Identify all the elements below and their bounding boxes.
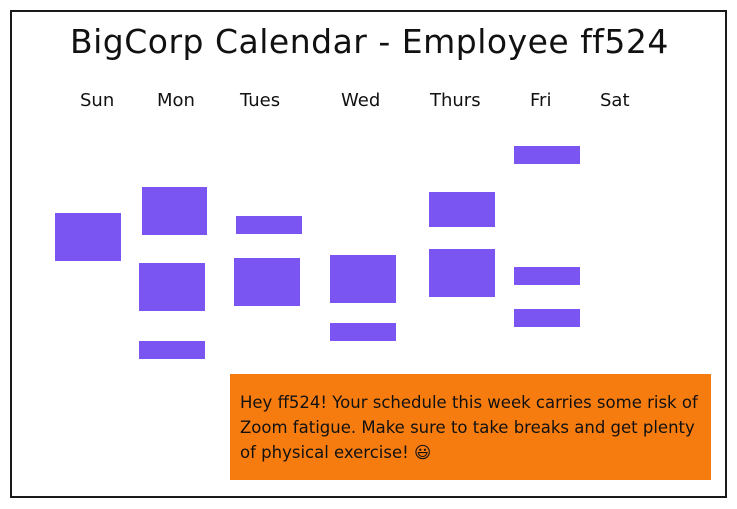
- event-block-mon[interactable]: [139, 263, 205, 311]
- event-block-sun[interactable]: [55, 213, 121, 261]
- day-label-wed: Wed: [341, 90, 381, 111]
- event-block-tues[interactable]: [234, 258, 300, 306]
- event-block-thurs[interactable]: [429, 192, 495, 227]
- day-label-mon: Mon: [157, 90, 195, 111]
- page-title: BigCorp Calendar - Employee ff524: [70, 22, 669, 61]
- event-block-thurs[interactable]: [429, 249, 495, 297]
- event-block-fri[interactable]: [514, 309, 580, 327]
- event-block-wed[interactable]: [330, 323, 396, 341]
- event-block-wed[interactable]: [330, 255, 396, 303]
- notice-text: Hey ff524! Your schedule this week carri…: [240, 393, 698, 462]
- day-label-thurs: Thurs: [430, 90, 481, 111]
- event-block-mon[interactable]: [139, 341, 205, 359]
- zoom-fatigue-notice: Hey ff524! Your schedule this week carri…: [230, 374, 711, 480]
- event-block-fri[interactable]: [514, 267, 580, 285]
- day-label-tues: Tues: [240, 90, 281, 111]
- event-block-tues[interactable]: [236, 216, 302, 234]
- day-label-sun: Sun: [80, 90, 115, 111]
- event-block-mon[interactable]: [142, 187, 207, 235]
- day-label-sat: Sat: [600, 90, 630, 111]
- event-block-fri[interactable]: [514, 146, 580, 164]
- day-label-fri: Fri: [530, 90, 552, 111]
